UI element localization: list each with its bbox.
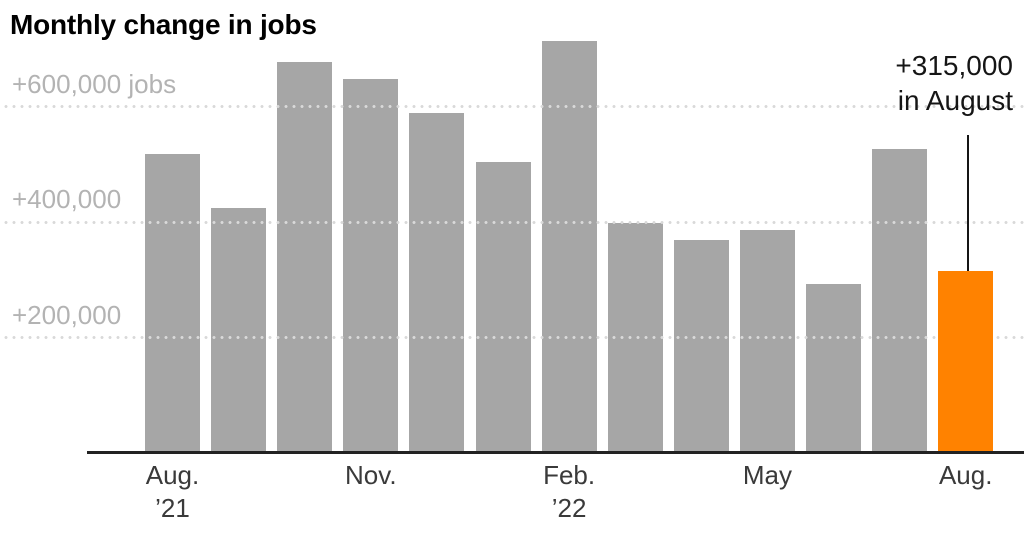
gridline-600000: [0, 105, 1024, 108]
bar-apr-2022: [673, 240, 729, 453]
bar-aug-2022: [938, 271, 994, 453]
highlight-annotation: +315,000 in August: [895, 48, 1013, 118]
bar-aug-2021: [145, 154, 200, 453]
bar-dec-2021: [409, 113, 465, 453]
bar-oct-2021: [277, 62, 333, 453]
bar-feb-2022: [541, 40, 597, 453]
y-axis-label-600000: +600,000 jobs: [12, 68, 177, 99]
x-tick-month-label: Aug.: [938, 460, 993, 490]
gridline-200000: [0, 336, 1024, 339]
x-tick-month-label: Feb.: [543, 460, 596, 490]
x-tick-year-label: ’21: [155, 493, 190, 523]
chart-title: Monthly change in jobs: [10, 9, 317, 40]
x-tick-month-label: Nov.: [345, 460, 397, 490]
y-axis-label-200000: +200,000: [12, 299, 122, 330]
x-tick-may: May: [743, 459, 792, 492]
x-tick-aug-21: Aug. ’21: [146, 459, 200, 525]
x-tick-year-label: ’22: [551, 493, 587, 523]
bar-jan-2022: [475, 161, 531, 453]
bar-jul-2022: [872, 149, 928, 453]
y-axis-label-400000: +400,000: [12, 184, 122, 214]
x-tick-month-label: May: [742, 460, 792, 490]
bar-may-2022: [739, 230, 795, 453]
bar-jun-2022: [806, 283, 861, 453]
x-tick-feb-22: Feb. ’22: [543, 459, 595, 525]
annotation-value-text: +315,000: [895, 50, 1013, 81]
x-tick-aug: Aug.: [939, 459, 993, 492]
gridline-400000: [0, 220, 1024, 224]
bar-nov-2021: [343, 79, 399, 453]
bar-sep-2021: [211, 208, 267, 453]
x-tick-month-label: Aug.: [145, 460, 200, 490]
annotation-month-text: in August: [897, 85, 1013, 116]
annotation-pointer-line: [967, 135, 969, 271]
x-tick-nov: Nov.: [345, 459, 397, 492]
x-axis-line: [87, 451, 1024, 454]
